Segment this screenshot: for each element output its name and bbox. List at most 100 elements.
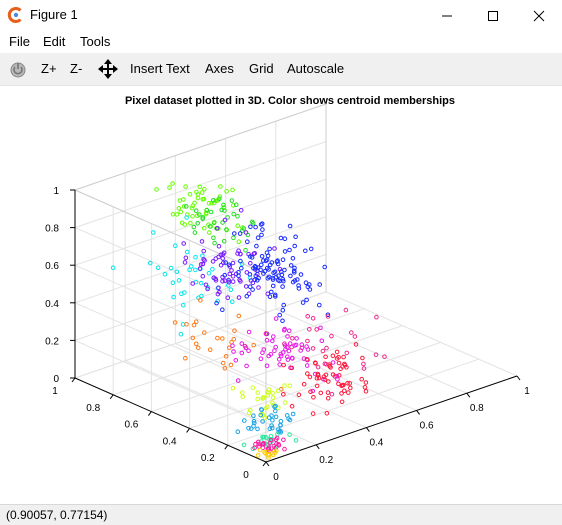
data-point [205,286,210,292]
data-point [308,246,314,252]
data-point [260,350,265,356]
data-point [201,248,206,254]
pan-icon[interactable] [97,58,119,80]
data-point [282,383,287,388]
data-point [167,185,172,190]
data-point [361,366,367,371]
data-point [190,335,196,341]
data-point [307,287,313,292]
y-tick-label: 0.2 [201,453,215,464]
data-point [311,395,316,400]
data-point [178,331,184,337]
data-point [230,343,235,349]
data-point [190,213,195,219]
y-tick [262,461,267,467]
data-point [276,357,282,362]
data-point [277,312,283,318]
data-point [273,274,279,280]
data-point [200,253,205,259]
rotate-icon[interactable] [7,58,29,80]
data-point [221,238,227,244]
data-point [266,267,271,272]
data-point [222,278,228,283]
box-edge [74,189,267,275]
data-point [197,212,202,217]
data-point [307,374,313,380]
data-point [310,346,316,351]
data-point [218,252,224,258]
data-point [314,327,320,332]
data-point [193,341,199,347]
x-tick [516,375,521,381]
data-point [336,373,342,378]
autoscale-button[interactable]: Autoscale [287,61,345,76]
data-point [240,390,245,395]
data-point [348,385,353,391]
grid-line [325,291,518,377]
data-point [171,294,176,300]
data-point [317,282,323,287]
data-point [286,328,292,333]
data-point [322,264,328,270]
data-point [245,239,250,244]
data-point [338,366,343,372]
data-point [256,275,261,281]
data-point [230,260,236,266]
data-point [269,425,275,431]
data-point [184,249,190,255]
data-point [181,241,186,246]
minimize-icon [442,15,452,16]
data-point [334,349,340,355]
data-point [248,260,253,266]
data-point [267,294,273,299]
data-point [218,184,223,189]
zoom-in-button[interactable]: Z+ [41,61,57,76]
data-point [326,379,331,384]
z-tick-label: 0.2 [45,336,59,347]
data-point [251,251,257,257]
data-point [251,413,256,419]
scatter3d-chart[interactable]: Pixel dataset plotted in 3D. Color shows… [0,86,562,504]
data-point [207,347,213,353]
data-point [314,376,320,381]
insert-text-button[interactable]: Insert Text [130,61,190,76]
data-point [226,279,232,285]
menu-tools[interactable]: Tools [80,34,111,49]
data-point [342,388,347,394]
data-point [264,250,270,255]
data-point [362,384,368,390]
x-tick-label: 0.2 [319,455,333,466]
data-point [236,270,241,275]
data-point [174,212,180,217]
axes-button[interactable]: Axes [205,61,234,76]
data-point [296,283,301,288]
status-bar: (0.90057, 0.77154) [0,504,562,525]
data-point [273,294,278,299]
minimize-button[interactable] [424,0,470,31]
grid-line [74,264,267,350]
data-point [266,445,272,450]
data-point [273,344,279,350]
x-tick [466,392,471,398]
zoom-out-button[interactable]: Z- [70,61,83,76]
close-button[interactable] [516,0,562,31]
cursor-coordinates: (0.90057, 0.77154) [6,508,108,522]
data-point [260,227,265,232]
data-point [238,258,243,264]
data-point [253,273,259,278]
data-point [282,236,288,241]
data-point [329,333,334,339]
y-tick [71,377,76,383]
grid-button[interactable]: Grid [249,61,274,76]
data-point [317,302,322,308]
plot-area[interactable]: Pixel dataset plotted in 3D. Color shows… [0,86,562,504]
menu-edit[interactable]: Edit [43,34,66,49]
maximize-button[interactable] [470,0,516,31]
menu-file[interactable]: File [9,34,30,49]
x-tick [416,410,421,415]
data-point [222,366,228,371]
data-point [181,204,187,209]
data-point [172,320,178,325]
data-point [308,389,313,395]
data-point [344,350,350,356]
